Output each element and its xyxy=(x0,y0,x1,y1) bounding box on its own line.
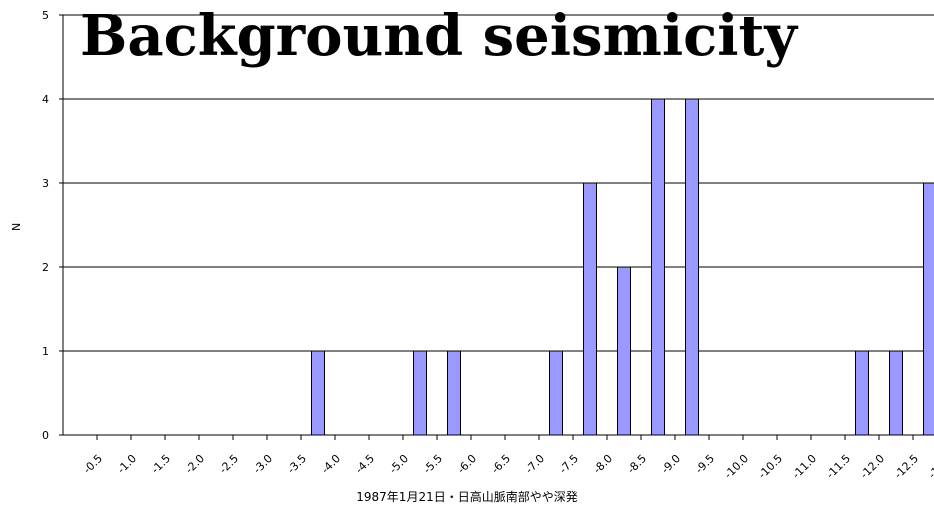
x-axis-label: 1987年1月21日・日高山脈南部やや深発 xyxy=(0,488,934,505)
x-tick-label: -6.5 xyxy=(489,452,513,476)
x-tick-label: -6.0 xyxy=(455,452,479,476)
x-tick-label: -4.0 xyxy=(319,452,343,476)
x-tick-label: -8.0 xyxy=(591,452,615,476)
x-tick-label: -7.5 xyxy=(557,452,581,476)
y-axis-label: N xyxy=(10,215,26,231)
x-tick-label: -12.0 xyxy=(858,452,887,481)
axis-layer xyxy=(59,15,934,440)
x-tick-label: -9.0 xyxy=(659,452,683,476)
x-tick-label: -8.5 xyxy=(625,452,649,476)
x-tick-label: -11.0 xyxy=(790,452,819,481)
bar-24 xyxy=(890,351,903,435)
y-tick-label: 4 xyxy=(42,93,49,106)
bar-14 xyxy=(550,351,563,435)
bar-17 xyxy=(652,99,665,435)
bar-25 xyxy=(924,183,934,435)
x-tick-label: -10.0 xyxy=(722,452,751,481)
x-tick-label: -4.5 xyxy=(353,452,377,476)
bar-10 xyxy=(414,351,427,435)
x-tick-label: -5.5 xyxy=(421,452,445,476)
x-tick-label: -13.0 xyxy=(926,452,934,481)
x-tick-label: -5.0 xyxy=(387,452,411,476)
x-tick-label: -1.0 xyxy=(115,452,139,476)
bar-18 xyxy=(686,99,699,435)
y-tick-label: 3 xyxy=(42,177,49,190)
bar-15 xyxy=(584,183,597,435)
x-tick-label: -2.0 xyxy=(183,452,207,476)
x-tick-label: -3.5 xyxy=(285,452,309,476)
bar-11 xyxy=(448,351,461,435)
x-tick-label: -7.0 xyxy=(523,452,547,476)
bar-23 xyxy=(856,351,869,435)
bar-16 xyxy=(618,267,631,435)
x-tick-label: -3.0 xyxy=(251,452,275,476)
tick-layer: 0 1 2 3 4 5 -0.5 -1.0 -1.5 -2.0 -2.5 -3.0 -3.5 -4.0 -4… xyxy=(42,9,934,481)
y-tick-label: 2 xyxy=(42,261,49,274)
bar-7 xyxy=(312,351,325,435)
x-tick-label: -0.5 xyxy=(81,452,105,476)
x-tick-label: -10.5 xyxy=(756,452,785,481)
y-tick-label: 0 xyxy=(42,429,49,442)
y-tick-label: 1 xyxy=(42,345,49,358)
x-tick-label: -9.5 xyxy=(693,452,717,476)
x-tick-label: -1.5 xyxy=(149,452,173,476)
x-tick-label: -2.5 xyxy=(217,452,241,476)
x-tick-label: -12.5 xyxy=(892,452,921,481)
chart-title: Background seismicity xyxy=(80,8,797,64)
x-tick-label: -11.5 xyxy=(824,452,853,481)
y-tick-label: 5 xyxy=(42,9,49,22)
